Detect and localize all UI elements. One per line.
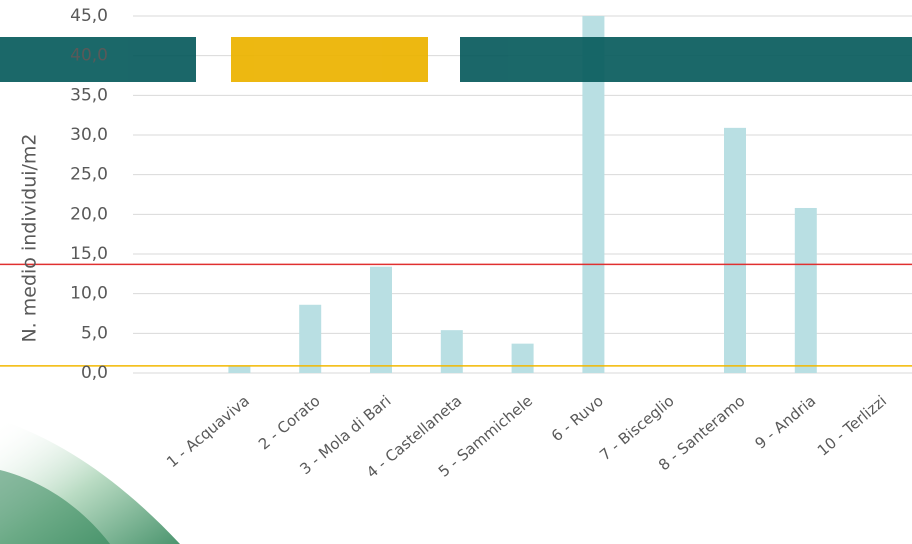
- y-tick-label: 40,0: [70, 46, 108, 66]
- y-tick-label: 35,0: [70, 85, 108, 105]
- bar: [794, 207, 817, 373]
- x-tick-label: 10 - Terlizzi: [814, 392, 890, 460]
- x-tick-label: 9 - Andria: [752, 392, 820, 453]
- y-tick-label: 5,0: [81, 323, 108, 343]
- y-tick-label: 45,0: [70, 6, 108, 26]
- x-tick-label: 1 - Acquaviva: [163, 392, 253, 471]
- y-tick-label: 0,0: [81, 363, 108, 383]
- y-tick-label: 25,0: [70, 165, 108, 185]
- bar: [511, 343, 534, 373]
- bar: [299, 304, 322, 373]
- bar: [582, 16, 605, 373]
- bar: [370, 266, 392, 373]
- x-tick-label: 2 - Corato: [255, 392, 324, 454]
- bar: [440, 330, 463, 373]
- header-band: [460, 37, 912, 82]
- header-band: [0, 37, 196, 82]
- y-tick-label: 10,0: [70, 284, 108, 304]
- header-band: [231, 37, 428, 82]
- y-tick-label: 20,0: [70, 204, 108, 224]
- bar: [228, 365, 251, 373]
- y-tick-label: 15,0: [70, 244, 108, 264]
- x-tick-label: 6 - Ruvo: [548, 392, 607, 446]
- bar: [724, 127, 746, 373]
- header-bands: [0, 37, 912, 82]
- y-axis-title: N. medio individui/m2: [19, 133, 41, 342]
- decoration: [0, 470, 110, 544]
- y-tick-label: 30,0: [70, 125, 108, 145]
